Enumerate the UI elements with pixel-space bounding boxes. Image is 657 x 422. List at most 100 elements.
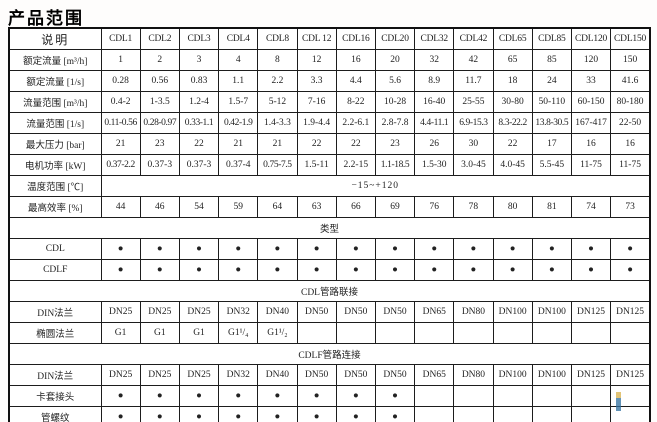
value-cell: DN100 — [531, 301, 572, 323]
header-model: CDL2 — [139, 27, 180, 50]
value-cell: 1.2-4 — [178, 91, 220, 113]
availability-dot-cell: ● — [139, 238, 180, 260]
value-cell: 74 — [570, 196, 612, 218]
value-cell: G1 — [139, 322, 180, 344]
availability-dot-cell: ● — [100, 385, 141, 407]
value-cell: 3 — [178, 49, 220, 71]
product-range-table: 说明 CDL1 CDL2 CDL3 CDL4 CDL8 CDL 12 CDL16 CDL20 CD… — [8, 27, 651, 422]
table-row: 流量范围 [m³/h] 0.4-2 1-3.5 1.2-4 1.5-7 5-12 7-16 8… — [8, 91, 651, 113]
value-cell — [492, 385, 533, 407]
availability-dot-cell: ● — [414, 238, 455, 260]
value-cell — [610, 385, 651, 407]
row-label: DIN法兰 — [8, 364, 102, 386]
value-cell: 0.56 — [139, 70, 180, 92]
header-model: CDL120 — [570, 27, 612, 50]
value-cell: 1.1 — [218, 70, 259, 92]
value-cell: 23 — [374, 133, 416, 155]
value-cell: 46 — [139, 196, 180, 218]
value-cell: 11-75 — [570, 154, 612, 176]
value-cell — [296, 322, 337, 344]
availability-dot-cell: ● — [139, 406, 180, 422]
header-model: CDL42 — [453, 27, 494, 50]
row-label: 椭圆法兰 — [8, 322, 102, 344]
value-cell: 0.28-0.97 — [139, 112, 180, 134]
value-cell: 8.9 — [414, 70, 455, 92]
availability-dot-cell: ● — [257, 406, 298, 422]
table-row: CDL ● ● ● ● ● ● ● ● ● ● ● ● ● ● — [8, 238, 651, 260]
value-cell: G1¹/₂ — [257, 322, 298, 344]
value-cell: 80-180 — [610, 91, 651, 113]
value-cell: G1¹/₄ — [218, 322, 259, 344]
value-cell: 7-16 — [296, 91, 337, 113]
value-cell — [414, 322, 455, 344]
value-cell — [610, 322, 651, 344]
value-cell: 1-3.5 — [139, 91, 180, 113]
availability-dot-cell: ● — [296, 259, 337, 281]
value-cell: 0.4-2 — [100, 91, 141, 113]
value-cell: 8 — [257, 49, 298, 71]
availability-dot-cell: ● — [218, 406, 259, 422]
availability-dot-cell: ● — [531, 259, 572, 281]
table-row: 温度范围 [℃] −15~+120 — [8, 175, 651, 197]
value-cell — [570, 322, 612, 344]
availability-dot-cell: ● — [610, 238, 651, 260]
value-cell: DN32 — [218, 364, 259, 386]
row-label: CDLF — [8, 259, 102, 281]
value-cell: G1 — [100, 322, 141, 344]
value-cell — [492, 322, 533, 344]
value-cell: 6.9-15.3 — [453, 112, 494, 134]
value-cell — [453, 385, 494, 407]
value-cell: 44 — [100, 196, 141, 218]
row-label: 流量范围 [1/s] — [8, 112, 102, 134]
value-cell — [531, 385, 572, 407]
row-label: 卡套接头 — [8, 385, 102, 407]
availability-dot-cell: ● — [453, 259, 494, 281]
value-cell: G1 — [178, 322, 220, 344]
availability-dot-cell: ● — [218, 259, 259, 281]
availability-dot-cell: ● — [453, 238, 494, 260]
value-cell: 66 — [335, 196, 376, 218]
value-cell: 22 — [492, 133, 533, 155]
value-cell: 1.5-7 — [218, 91, 259, 113]
availability-dot-cell: ● — [139, 259, 180, 281]
header-model: CDL32 — [414, 27, 455, 50]
header-model: CDL150 — [610, 27, 651, 50]
value-cell: DN125 — [570, 301, 612, 323]
header-model: CDL85 — [531, 27, 572, 50]
value-cell: 0.11-0.56 — [100, 112, 141, 134]
availability-dot-cell: ● — [335, 259, 376, 281]
value-cell: 42 — [453, 49, 494, 71]
value-cell: 25-55 — [453, 91, 494, 113]
value-cell: DN100 — [492, 364, 533, 386]
value-cell: DN50 — [335, 301, 376, 323]
availability-dot-cell: ● — [257, 259, 298, 281]
value-cell: DN50 — [296, 364, 337, 386]
availability-dot-cell: ● — [492, 238, 533, 260]
value-cell: DN25 — [100, 301, 141, 323]
availability-dot-cell: ● — [335, 238, 376, 260]
availability-dot-cell: ● — [218, 238, 259, 260]
value-cell — [610, 406, 651, 422]
header-model: CDL4 — [218, 27, 259, 50]
availability-dot-cell: ● — [374, 385, 416, 407]
value-cell: DN50 — [374, 364, 416, 386]
table-row: 卡套接头 ● ● ● ● ● ● ● ● — [8, 385, 651, 407]
row-label: DIN法兰 — [8, 301, 102, 323]
value-cell: DN50 — [335, 364, 376, 386]
value-cell: 1.5-11 — [296, 154, 337, 176]
value-cell: 0.33-1.1 — [178, 112, 220, 134]
value-cell: 16-40 — [414, 91, 455, 113]
value-cell: 120 — [570, 49, 612, 71]
value-cell: 64 — [257, 196, 298, 218]
value-cell: 8.3-22.2 — [492, 112, 533, 134]
value-cell: 50-110 — [531, 91, 572, 113]
availability-dot-cell: ● — [218, 385, 259, 407]
table-row: 最大压力 [bar] 21 23 22 21 21 22 22 23 26 30 22 17 16 16 — [8, 133, 651, 155]
value-cell: DN100 — [531, 364, 572, 386]
table-row: 类型 — [8, 217, 651, 239]
table-row: 电机功率 [kW] 0.37-2.2 0.37-3 0.37-3 0.37-4 0.75-… — [8, 154, 651, 176]
value-cell: 8-22 — [335, 91, 376, 113]
value-cell: DN32 — [218, 301, 259, 323]
header-model: CDL20 — [374, 27, 416, 50]
value-cell: 65 — [492, 49, 533, 71]
